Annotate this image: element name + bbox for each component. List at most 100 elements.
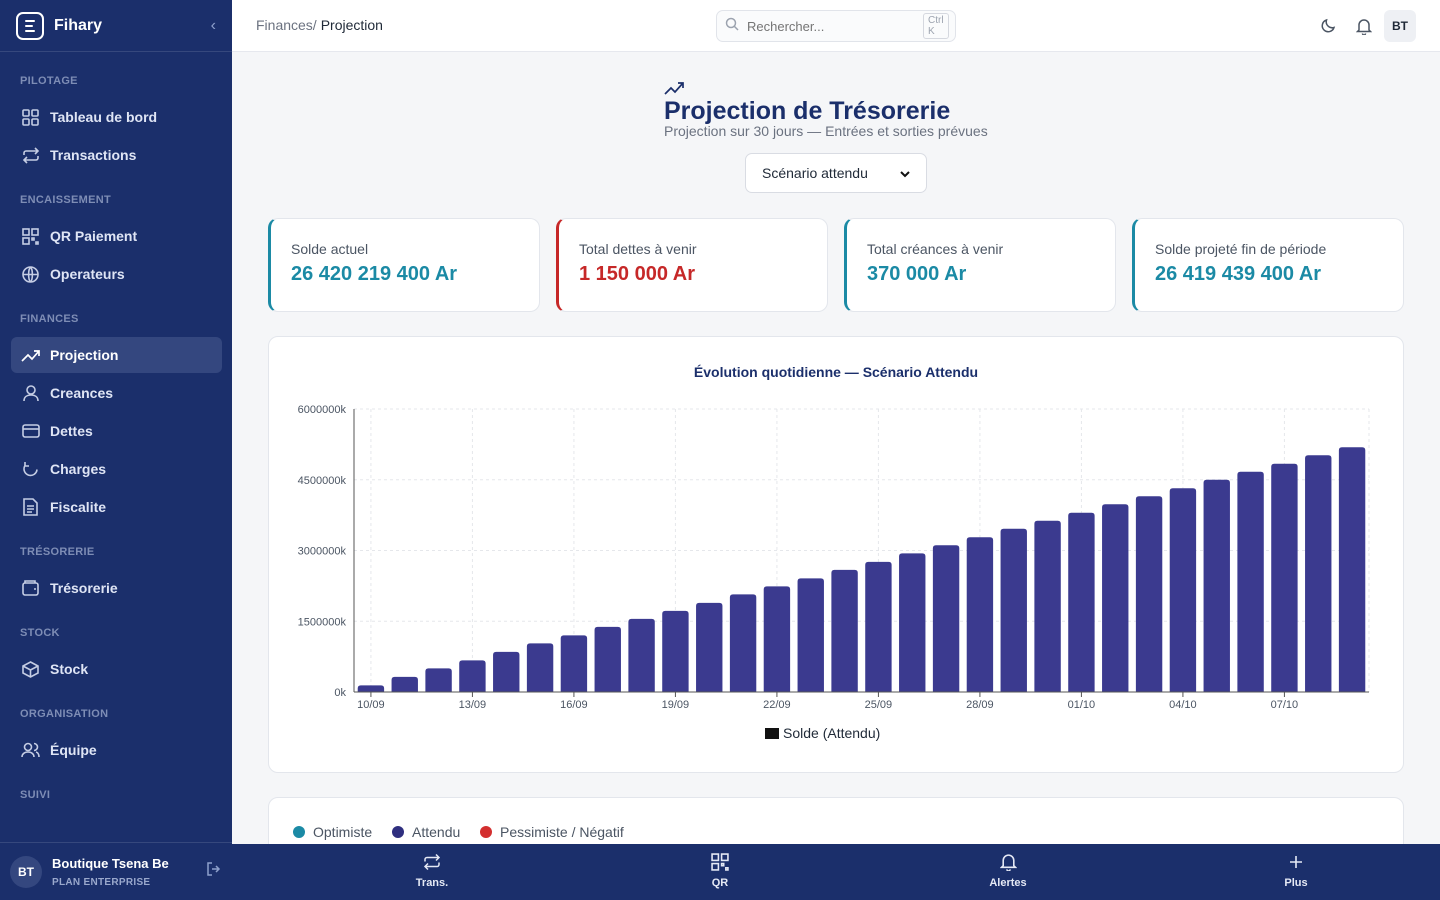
bar <box>1271 463 1298 692</box>
bottom-nav-label: Alertes <box>989 877 1027 889</box>
sidebar-item-label: Fiscalite <box>50 499 107 515</box>
sidebar-item-fiscalite[interactable]: Fiscalite <box>11 489 222 525</box>
bar <box>1203 479 1230 692</box>
sidebar-item-tableau-de-bord[interactable]: Tableau de bord <box>11 99 222 135</box>
bar <box>357 685 385 692</box>
sidebar-item-label: Équipe <box>50 742 97 758</box>
bar <box>831 569 858 692</box>
legend-pessimiste: Pessimiste / Négatif <box>480 824 624 840</box>
scenario-select-value: Scénario attendu <box>762 165 868 181</box>
main-content: Projection de Trésorerie Projection sur … <box>232 52 1440 844</box>
topbar: Finances/Projection Ctrl K BT <box>232 0 1440 52</box>
x-tick-label: 16/09 <box>560 699 588 711</box>
bar <box>1135 496 1163 692</box>
bottom-nav-trans[interactable]: Trans. <box>402 853 462 889</box>
sidebar-item-qr-paiement[interactable]: QR Paiement <box>11 218 222 254</box>
repeat-icon <box>402 853 462 875</box>
sidebar-item-label: Trésorerie <box>50 580 118 596</box>
qr-icon <box>690 853 750 875</box>
bar <box>696 602 723 692</box>
kpi-value: 26 419 439 400 Ar <box>1155 263 1322 285</box>
bar <box>1237 471 1264 692</box>
sidebar-item-label: Creances <box>50 385 114 401</box>
grid-icon <box>21 108 40 127</box>
sidebar-item-label: QR Paiement <box>50 228 138 244</box>
bottom-nav-label: QR <box>711 877 729 889</box>
section-organisation: ORGANISATION <box>20 708 109 720</box>
bar <box>560 635 588 692</box>
app-name: Fihary <box>54 16 103 34</box>
x-tick-label: 10/09 <box>357 699 385 711</box>
kpi-label: Total dettes à venir <box>579 241 697 257</box>
sidebar-item-tresorerie[interactable]: Trésorerie <box>11 570 222 606</box>
plus-icon <box>1266 853 1326 875</box>
bar <box>493 651 520 692</box>
sidebar-item-charges[interactable]: Charges <box>11 451 222 487</box>
card-icon <box>21 422 40 441</box>
notifications-bell-icon[interactable] <box>1354 16 1374 36</box>
sidebar-item-operateurs[interactable]: Operateurs <box>11 256 222 292</box>
sidebar-item-stock[interactable]: Stock <box>11 651 222 687</box>
section-finances: FINANCES <box>20 313 79 325</box>
bar <box>1102 504 1129 692</box>
legend-dot <box>392 826 404 838</box>
kpi-total-creances: Total créances à venir 370 000 Ar <box>844 218 1116 312</box>
breadcrumb-parent[interactable]: Finances/ <box>256 17 317 33</box>
user-icon <box>21 384 40 403</box>
x-tick-label: 07/10 <box>1271 699 1299 711</box>
legend-label: Pessimiste / Négatif <box>500 824 624 840</box>
bar <box>763 586 791 692</box>
bar-chart: 0k 1500000k 3000000k 4500000k 6000000k 10/09 1… <box>298 404 1370 741</box>
y-tick-label: 4500000k <box>298 475 347 487</box>
bar <box>391 676 418 692</box>
legend-attendu: Attendu <box>392 824 460 840</box>
sidebar-item-dettes[interactable]: Dettes <box>11 413 222 449</box>
logout-icon[interactable] <box>206 861 222 882</box>
user-avatar[interactable]: BT <box>1384 10 1416 42</box>
sidebar-item-label: Stock <box>50 661 89 677</box>
sidebar-header: Fihary ‹ <box>0 0 232 52</box>
globe-icon <box>21 265 40 284</box>
scenario-select[interactable]: Scénario attendu <box>745 153 927 193</box>
bottom-nav-label: Trans. <box>415 877 449 889</box>
y-tick-label: 0k <box>334 687 346 699</box>
sidebar-item-label: Tableau de bord <box>50 109 158 125</box>
sidebar-item-transactions[interactable]: Transactions <box>11 137 222 173</box>
sidebar-item-equipe[interactable]: Équipe <box>11 732 222 768</box>
bar <box>865 561 892 692</box>
bar <box>966 537 994 692</box>
legend-dot <box>480 826 492 838</box>
box-icon <box>21 660 40 679</box>
org-info: Boutique Tsena Be PLAN ENTERPRISE <box>52 856 206 888</box>
bottom-nav: Trans. QR Alertes Plus <box>232 844 1440 900</box>
sidebar-item-creances[interactable]: Creances <box>11 375 222 411</box>
kpi-label: Solde projeté fin de période <box>1155 241 1327 257</box>
search-box[interactable]: Ctrl K <box>716 10 956 42</box>
sidebar-footer: BT Boutique Tsena Be PLAN ENTERPRISE <box>0 842 232 900</box>
trending-up-icon <box>21 346 40 365</box>
sidebar-item-projection[interactable]: Projection <box>11 337 222 373</box>
bottom-nav-alertes[interactable]: Alertes <box>978 853 1038 889</box>
legend-dot <box>293 826 305 838</box>
search-input[interactable] <box>747 18 923 34</box>
bottom-nav-qr[interactable]: QR <box>690 853 750 889</box>
y-tick-label: 3000000k <box>298 546 347 558</box>
collapse-sidebar-icon[interactable]: ‹ <box>210 16 216 34</box>
bar <box>459 660 486 692</box>
bar <box>662 610 689 692</box>
org-name: Boutique Tsena Be <box>52 855 169 871</box>
app-logo-icon <box>16 11 44 40</box>
bar <box>1169 488 1197 692</box>
bar <box>1068 512 1095 692</box>
bottom-nav-plus[interactable]: Plus <box>1266 853 1326 889</box>
kpi-value: 1 150 000 Ar <box>579 263 696 285</box>
bar <box>797 578 824 692</box>
bar <box>425 668 452 692</box>
theme-toggle-moon-icon[interactable] <box>1318 16 1338 36</box>
section-stock: STOCK <box>20 627 60 639</box>
chart-card: Évolution quotidienne — Scénario Attendu… <box>268 336 1404 773</box>
legend-optimiste: Optimiste <box>293 824 372 840</box>
sidebar: Fihary ‹ PILOTAGE Tableau de bord Transa… <box>0 0 232 900</box>
bar <box>1338 447 1366 692</box>
wallet-icon <box>21 579 40 598</box>
